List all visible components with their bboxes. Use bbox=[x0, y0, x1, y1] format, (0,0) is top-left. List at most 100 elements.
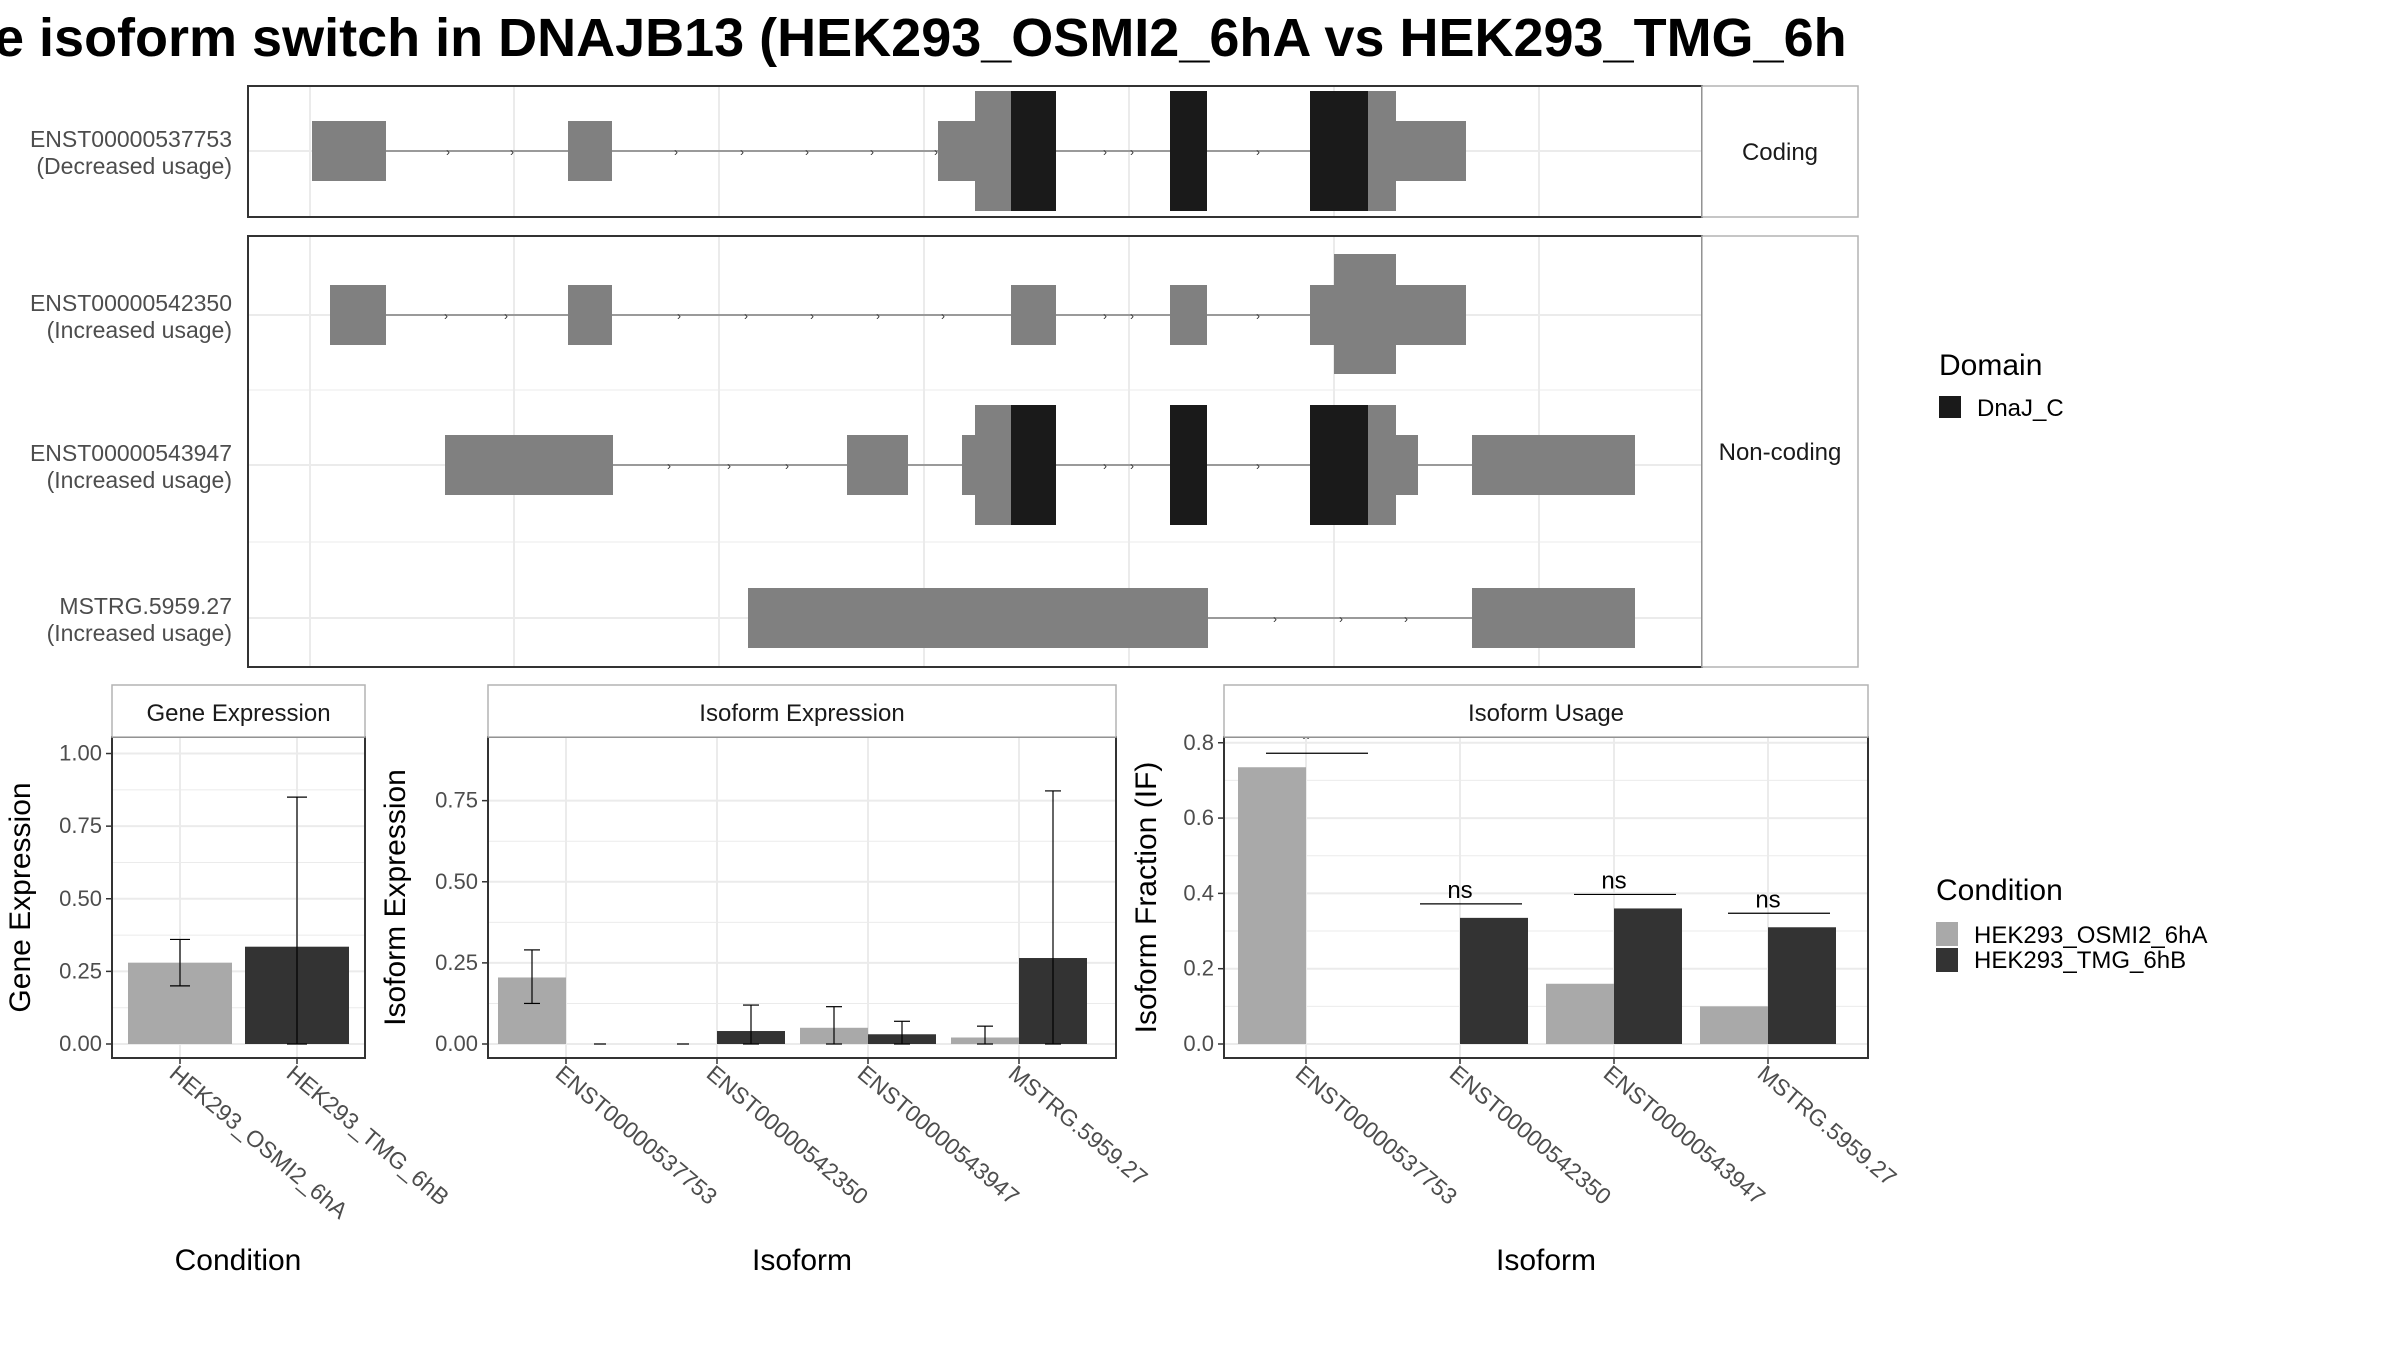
transcript-label: ENST00000543947 bbox=[30, 440, 232, 466]
transcript-usage-label: (Increased usage) bbox=[47, 467, 232, 493]
intron-arrows: › › › › › › › › › › bbox=[444, 309, 1260, 323]
chart-title: Gene Expression bbox=[146, 700, 330, 727]
chart-strip bbox=[111, 684, 366, 738]
y-axis-title: Gene Expression bbox=[4, 782, 37, 1012]
y-tick-label: 0.75 bbox=[435, 788, 478, 813]
figure-title: e isoform switch in DNAJB13 (HEK293_OSMI… bbox=[0, 8, 1847, 68]
condition-legend-swatch-b bbox=[1936, 948, 1958, 972]
x-tick-label: ENST00000542350 bbox=[702, 1060, 874, 1210]
exon bbox=[445, 435, 613, 495]
y-tick-label: 0.2 bbox=[1183, 956, 1214, 981]
x-axis-title: Isoform bbox=[752, 1244, 852, 1277]
y-tick-label: 1.00 bbox=[59, 741, 102, 766]
x-axis-title: Condition bbox=[175, 1244, 302, 1277]
y-tick-label: 0.6 bbox=[1183, 805, 1214, 830]
chart-strip bbox=[487, 684, 1117, 738]
transcript-label: ENST00000542350 bbox=[30, 290, 232, 316]
x-tick-label: MSTRG.5959.27 bbox=[1004, 1060, 1153, 1191]
x-axis-title: Isoform bbox=[1496, 1244, 1596, 1277]
domain-dnaj-c bbox=[1310, 91, 1368, 211]
bar-HEK293_TMG_6hB-MSTRG.5959.27 bbox=[1768, 927, 1836, 1044]
structure-panel-non-coding: › › › › › › › › › › › › › › › › › › › bbox=[30, 235, 1859, 668]
chart-title: Isoform Usage bbox=[1468, 700, 1624, 727]
domain-dnaj-c bbox=[1170, 405, 1207, 525]
condition-legend-title: Condition bbox=[1936, 874, 2063, 907]
condition-legend-swatch-a bbox=[1936, 922, 1958, 946]
exon bbox=[330, 285, 386, 345]
exon bbox=[975, 405, 1011, 525]
y-axis-title: Isoform Fraction (IF) bbox=[1130, 762, 1163, 1034]
exon bbox=[568, 121, 612, 181]
intron-arrows: › › › bbox=[1273, 612, 1408, 626]
domain-dnaj-c bbox=[1170, 91, 1207, 211]
intron-arrows: › › › › › › › › › › bbox=[446, 145, 1260, 159]
transcript-ENST00000542350: › › › › › › › › › › bbox=[330, 254, 1466, 374]
domain-legend: Domain DnaJ_C bbox=[1939, 349, 2064, 422]
bar-HEK293_TMG_6hB-ENST00000543947 bbox=[1614, 908, 1682, 1044]
exon bbox=[962, 435, 975, 495]
plot-area bbox=[488, 737, 1116, 1058]
y-axis-title: Isoform Expression bbox=[379, 769, 412, 1026]
x-tick-label: MSTRG.5959.27 bbox=[1753, 1060, 1902, 1191]
y-tick-label: 0.25 bbox=[59, 958, 102, 983]
y-tick-label: 0.50 bbox=[59, 886, 102, 911]
significance-label: ns bbox=[1755, 886, 1780, 913]
x-tick-label: ENST00000543947 bbox=[1599, 1060, 1771, 1210]
x-tick-label: ENST00000537753 bbox=[1291, 1060, 1463, 1210]
transcript-ENST00000543947: › › › › › › bbox=[445, 405, 1635, 525]
y-tick-label: 0.00 bbox=[435, 1031, 478, 1056]
strip-non-coding-label: Non-coding bbox=[1719, 439, 1842, 466]
exon bbox=[1396, 121, 1466, 181]
y-tick-label: 0.50 bbox=[435, 869, 478, 894]
exon bbox=[1472, 588, 1635, 648]
bar-HEK293_OSMI2_6hA-ENST00000537753 bbox=[1238, 767, 1306, 1044]
transcript-usage-label: (Increased usage) bbox=[47, 620, 232, 646]
exon bbox=[1472, 435, 1635, 495]
transcript-usage-label: (Decreased usage) bbox=[36, 153, 232, 179]
significance-label: ns bbox=[1601, 867, 1626, 894]
transcript-label: MSTRG.5959.27 bbox=[59, 593, 232, 619]
transcript-usage-label: (Increased usage) bbox=[47, 317, 232, 343]
exon bbox=[1368, 405, 1396, 525]
strip-coding-label: Coding bbox=[1742, 139, 1818, 166]
exon bbox=[568, 285, 612, 345]
chart-strip bbox=[1223, 684, 1869, 738]
exon bbox=[1011, 285, 1056, 345]
domain-legend-title: Domain bbox=[1939, 349, 2042, 382]
intron-arrows: › › › › › › bbox=[667, 459, 1260, 473]
bar-HEK293_OSMI2_6hA-MSTRG.5959.27 bbox=[1700, 1006, 1768, 1044]
exon bbox=[975, 91, 1011, 211]
y-tick-label: 0.4 bbox=[1183, 880, 1214, 905]
bar-HEK293_OSMI2_6hA-ENST00000543947 bbox=[1546, 983, 1614, 1044]
transcript-ENST00000537753: › › › › › › › › › › bbox=[312, 91, 1466, 211]
domain-legend-swatch bbox=[1939, 396, 1961, 418]
structure-panel-coding: › › › › › › › › › › Coding ENST00000537753 (Decre… bbox=[30, 85, 1859, 218]
y-tick-label: 0.00 bbox=[59, 1031, 102, 1056]
exon bbox=[748, 588, 1208, 648]
exon bbox=[1170, 285, 1207, 345]
transcript-MSTRG.5959.27: › › › bbox=[748, 588, 1635, 648]
condition-legend-label-a: HEK293_OSMI2_6hA bbox=[1974, 922, 2207, 949]
domain-dnaj-c bbox=[1011, 405, 1056, 525]
y-tick-label: 0.0 bbox=[1183, 1031, 1214, 1056]
isoform-usage-chart: 0.0 0.2 0.4 0.6 0.8 * ns ns ns Isoform Usage ENST0… bbox=[1130, 684, 1902, 1277]
exon bbox=[938, 121, 975, 181]
y-tick-label: 0.25 bbox=[435, 950, 478, 975]
significance-label: * bbox=[1301, 726, 1310, 753]
strip-non-coding bbox=[1701, 235, 1859, 668]
x-tick-label: ENST00000543947 bbox=[853, 1060, 1025, 1210]
bar-HEK293_TMG_6hB-ENST00000542350 bbox=[1460, 917, 1528, 1044]
exon bbox=[1396, 435, 1418, 495]
strip-coding bbox=[1701, 85, 1859, 218]
exon bbox=[312, 121, 386, 181]
isoform-expression-chart: 0.00 0.25 0.50 0.75 Isoform Expression ENST00… bbox=[379, 684, 1153, 1277]
y-tick-label: 0.8 bbox=[1183, 730, 1214, 755]
x-tick-label: ENST00000537753 bbox=[551, 1060, 723, 1210]
chart-title: Isoform Expression bbox=[699, 700, 904, 727]
x-tick-label: ENST00000542350 bbox=[1445, 1060, 1617, 1210]
domain-legend-label: DnaJ_C bbox=[1977, 395, 2064, 422]
exon bbox=[847, 435, 908, 495]
condition-legend-label-b: HEK293_TMG_6hB bbox=[1974, 947, 2186, 974]
exon bbox=[1368, 91, 1396, 211]
